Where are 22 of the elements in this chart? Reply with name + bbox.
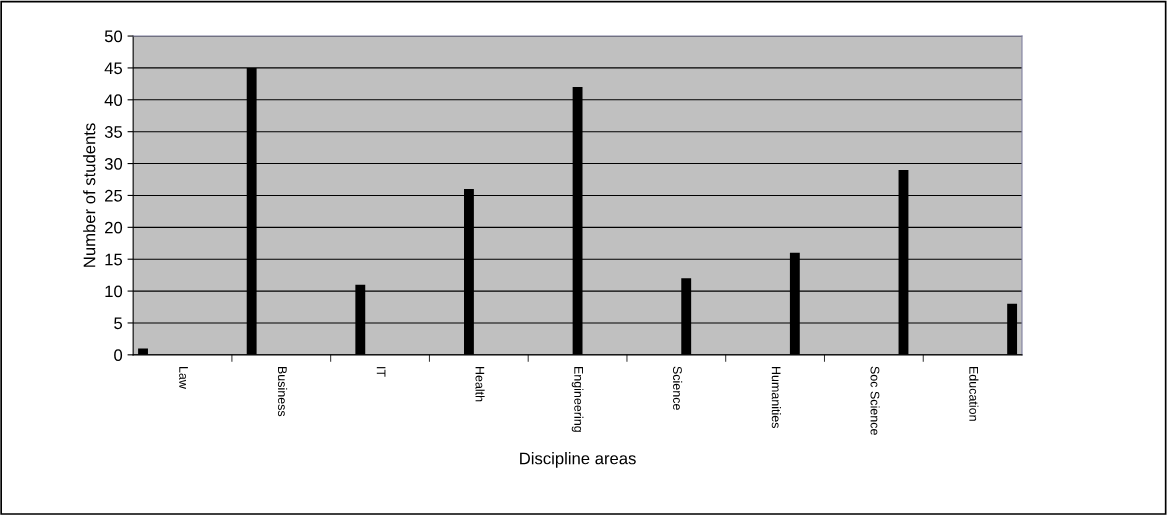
x-tick-label: Health	[475, 366, 485, 402]
x-tick-label: IT	[376, 367, 386, 377]
x-tick-label: Engineering	[571, 366, 584, 432]
y-tick-label: 25	[105, 189, 123, 202]
x-axis-title: Discipline areas	[520, 452, 636, 468]
y-tick-label: 10	[105, 285, 123, 298]
y-tick-label: 30	[104, 157, 123, 170]
y-axis-title: Number of students	[83, 123, 96, 267]
y-tick-label: 45	[104, 62, 123, 75]
x-tick-label: Humanities	[771, 366, 781, 429]
y-tick-label: 40	[104, 94, 123, 107]
x-tick-label: Education	[969, 366, 979, 421]
y-tick-label: 0	[114, 349, 123, 362]
y-tick-label: 5	[114, 317, 123, 330]
x-tick-label: Business	[277, 366, 288, 417]
y-tick-label: 20	[105, 221, 123, 234]
y-tick-label: 35	[104, 126, 123, 138]
x-tick-label: Science	[672, 366, 683, 410]
x-tick-label: Soc Science	[870, 366, 880, 435]
y-tick-label: 15	[105, 253, 123, 266]
y-tick-label: 50	[104, 30, 123, 43]
x-tick-label: Law	[179, 366, 188, 389]
